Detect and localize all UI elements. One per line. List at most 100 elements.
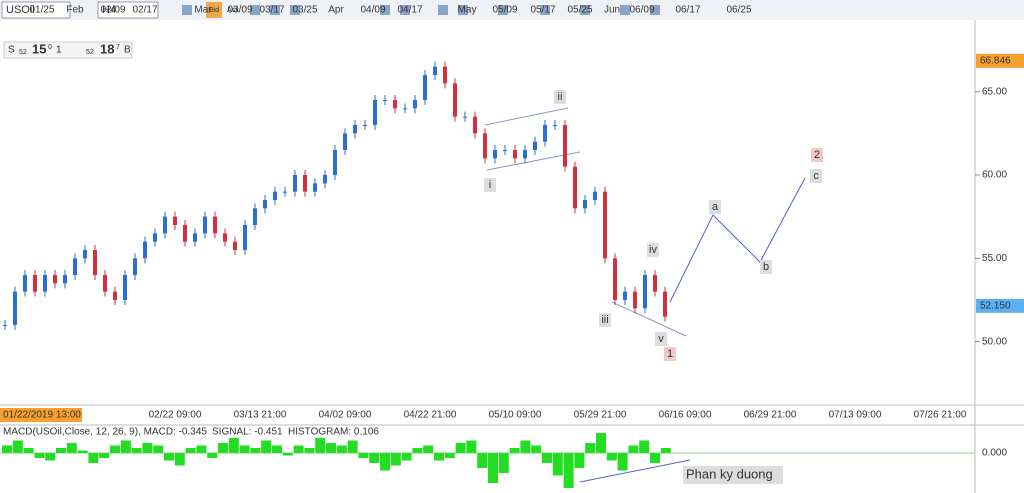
candle bbox=[453, 83, 457, 117]
price-tick-label: 60.00 bbox=[982, 170, 1007, 181]
ask-label[interactable]: Ask bbox=[227, 7, 239, 14]
wave-label: ii bbox=[558, 91, 563, 103]
candle bbox=[423, 75, 427, 100]
candle bbox=[273, 191, 277, 200]
quote-text: 0 bbox=[48, 44, 52, 51]
candle bbox=[493, 150, 497, 159]
candle bbox=[563, 125, 567, 167]
top-date: 06/09 bbox=[629, 5, 654, 16]
time-label: 03/13 21:00 bbox=[234, 410, 287, 421]
quote-sell: S bbox=[8, 45, 15, 56]
histogram-bar bbox=[552, 453, 563, 476]
histogram-bar bbox=[347, 440, 358, 453]
price-marker-label: 52.150 bbox=[980, 300, 1011, 311]
histogram-bar bbox=[520, 440, 531, 453]
toolbar-icons bbox=[182, 5, 660, 15]
histogram-bar bbox=[207, 453, 218, 458]
candle bbox=[103, 275, 107, 292]
candle bbox=[373, 100, 377, 125]
candle bbox=[13, 291, 17, 325]
candle bbox=[483, 133, 487, 159]
histogram-bar bbox=[174, 453, 185, 466]
candle bbox=[403, 108, 407, 110]
candle bbox=[643, 275, 647, 309]
histogram-bar bbox=[153, 445, 164, 453]
quote-text: 1 bbox=[56, 45, 62, 56]
time-label: 06/16 09:00 bbox=[659, 410, 712, 421]
histogram-bar bbox=[196, 445, 207, 453]
candle bbox=[123, 275, 127, 300]
bid-label: Bid bbox=[209, 7, 219, 14]
wave-label: v bbox=[658, 333, 664, 345]
wave-label-box bbox=[810, 169, 822, 183]
top-date: 04/09 bbox=[360, 5, 385, 16]
histogram-bar bbox=[12, 440, 23, 453]
top-date: 05/17 bbox=[530, 5, 555, 16]
histogram-bar bbox=[444, 453, 455, 458]
candle bbox=[153, 233, 157, 242]
candle bbox=[653, 275, 657, 292]
histogram-bar bbox=[358, 453, 369, 458]
candle bbox=[183, 225, 187, 242]
histogram-bar bbox=[639, 440, 650, 453]
candle bbox=[213, 216, 217, 234]
histogram-bar bbox=[628, 445, 639, 453]
histogram-bar bbox=[272, 445, 282, 453]
histogram-bar bbox=[282, 453, 293, 456]
quote-text: 15 bbox=[32, 41, 46, 56]
histogram-bar bbox=[228, 438, 239, 453]
histogram-bar bbox=[369, 453, 380, 463]
wave-label-box bbox=[655, 332, 667, 346]
histogram-bar bbox=[66, 443, 77, 453]
histogram-bar bbox=[185, 448, 196, 453]
candle bbox=[663, 291, 667, 317]
top-date: 03/25 bbox=[292, 5, 317, 16]
candle bbox=[553, 125, 557, 126]
histogram-bar bbox=[434, 453, 444, 461]
candle bbox=[333, 150, 337, 175]
top-date: 05/09 bbox=[492, 5, 517, 16]
current-time: 01/22/2019 13:00 bbox=[3, 410, 81, 421]
histogram-bar bbox=[563, 453, 574, 488]
candle bbox=[293, 175, 297, 192]
symbol-select[interactable] bbox=[1, 1, 71, 19]
candle bbox=[443, 66, 447, 84]
timeframe-select[interactable] bbox=[97, 1, 159, 19]
candle bbox=[3, 325, 7, 326]
histogram-bar bbox=[412, 448, 423, 453]
histogram-bar bbox=[23, 448, 34, 453]
candle bbox=[43, 275, 47, 292]
candle bbox=[253, 208, 257, 225]
top-date: 01/25 bbox=[29, 5, 54, 16]
candle bbox=[633, 291, 637, 309]
histogram-bar bbox=[650, 453, 660, 463]
candle bbox=[83, 250, 87, 259]
histogram-bar bbox=[455, 443, 466, 453]
histogram-bar bbox=[304, 448, 315, 453]
histogram-bar bbox=[617, 453, 628, 471]
top-date: Apr bbox=[328, 5, 344, 16]
histogram-bar bbox=[77, 450, 88, 453]
histogram-bar bbox=[466, 440, 477, 453]
histogram-bar bbox=[531, 445, 542, 453]
candle bbox=[603, 191, 607, 259]
candle bbox=[233, 241, 237, 250]
candle bbox=[503, 150, 507, 151]
top-date: 06/17 bbox=[675, 5, 700, 16]
bid-button[interactable] bbox=[206, 2, 222, 18]
candle bbox=[223, 233, 227, 242]
time-label: 05/29 21:00 bbox=[574, 410, 627, 421]
time-label: 07/13 09:00 bbox=[829, 410, 882, 421]
divergence-box bbox=[683, 466, 783, 484]
price-tick-label: 55.00 bbox=[982, 253, 1007, 264]
wave-label-box bbox=[484, 178, 496, 192]
price-marker bbox=[976, 298, 1024, 313]
histogram-bar bbox=[606, 453, 617, 461]
wave-label-box bbox=[554, 90, 566, 104]
candle bbox=[393, 100, 397, 109]
time-label: 04/22 21:00 bbox=[404, 410, 457, 421]
wave-label: i bbox=[489, 179, 491, 191]
price-marker bbox=[976, 53, 1024, 68]
candle bbox=[313, 183, 317, 192]
